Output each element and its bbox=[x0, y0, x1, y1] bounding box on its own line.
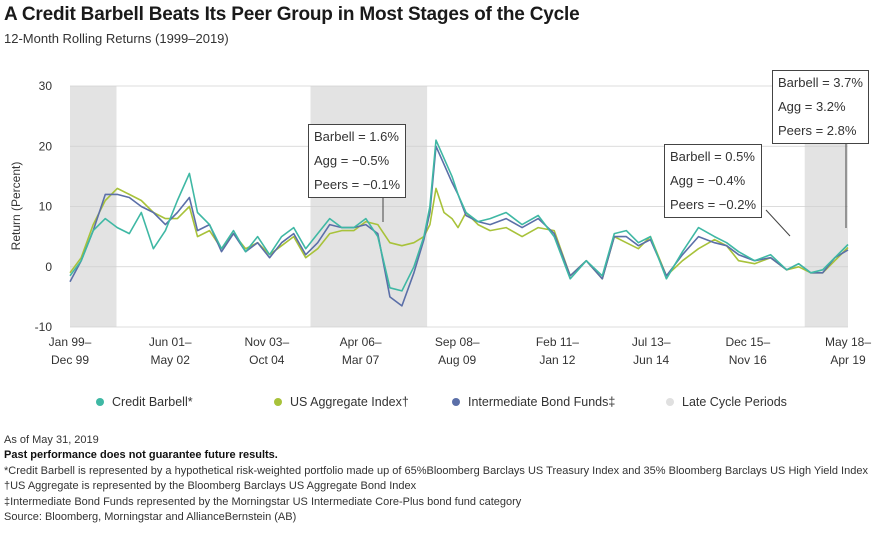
legend-label: US Aggregate Index† bbox=[290, 395, 409, 409]
footnote-aggregate: †US Aggregate is represented by the Bloo… bbox=[4, 480, 417, 493]
y-tick-label: 20 bbox=[39, 139, 53, 153]
footnote-barbell: *Credit Barbell is represented by a hypo… bbox=[4, 464, 868, 477]
footnotes: As of May 31, 2019 Past performance does… bbox=[4, 433, 876, 525]
as-of-date: As of May 31, 2019 bbox=[4, 434, 99, 446]
legend-item-intermediate-bond-funds: Intermediate Bond Funds‡ bbox=[452, 395, 615, 409]
legend-swatch bbox=[274, 398, 282, 406]
chart-legend: Credit Barbell* US Aggregate Index† Inte… bbox=[96, 395, 816, 413]
annotation-agg: Agg = −0.5% bbox=[314, 153, 390, 168]
x-tick-label: Jul 13– bbox=[632, 335, 671, 349]
annotation-box-2019: Barbell = 3.7% Agg = 3.2% Peers = 2.8% bbox=[772, 70, 869, 144]
x-tick-label: Dec 15– bbox=[725, 335, 770, 349]
annotation-peers: Peers = 2.8% bbox=[778, 123, 857, 138]
x-tick-label: Apr 19 bbox=[830, 353, 866, 367]
x-tick-label: Dec 99 bbox=[51, 353, 89, 367]
footnote-funds: ‡Intermediate Bond Funds represented by … bbox=[4, 495, 522, 508]
series-line-credit-barbell bbox=[69, 139, 849, 292]
annotation-box-2016: Barbell = 0.5% Agg = −0.4% Peers = −0.2% bbox=[664, 144, 762, 218]
annotation-peers: Peers = −0.2% bbox=[670, 197, 756, 212]
x-tick-label: Nov 16 bbox=[729, 353, 767, 367]
x-tick-label: Aug 09 bbox=[438, 353, 476, 367]
x-tick-label: Apr 06– bbox=[340, 335, 382, 349]
annotation-leaders bbox=[382, 140, 847, 237]
x-tick-label: Jun 01– bbox=[149, 335, 192, 349]
legend-swatch bbox=[666, 398, 674, 406]
annotation-barbell: Barbell = 0.5% bbox=[670, 149, 755, 164]
x-tick-label: May 18– bbox=[825, 335, 871, 349]
y-axis-title: Return (Percent) bbox=[9, 162, 23, 251]
legend-label: Late Cycle Periods bbox=[682, 395, 787, 409]
series-line-us-aggregate-index bbox=[69, 187, 849, 280]
annotation-barbell: Barbell = 3.7% bbox=[778, 75, 863, 90]
x-tick-label: Mar 07 bbox=[342, 353, 380, 367]
legend-item-late-cycle: Late Cycle Periods bbox=[666, 395, 787, 409]
y-tick-label: 10 bbox=[39, 200, 53, 214]
legend-label: Intermediate Bond Funds‡ bbox=[468, 395, 616, 409]
y-tick-label: -10 bbox=[35, 320, 53, 334]
x-tick-label: Oct 04 bbox=[249, 353, 285, 367]
annotation-agg: Agg = 3.2% bbox=[778, 99, 846, 114]
x-tick-label: May 02 bbox=[151, 353, 191, 367]
x-tick-labels: Jan 99– Dec 99 Jun 01– May 02 Nov 03– Oct 04 A… bbox=[49, 335, 872, 367]
y-tick-labels: -10 0 10 20 30 bbox=[35, 79, 53, 334]
line-chart: -10 0 10 20 30 Jan 99– Dec 99 Jun 01– May 02 Nov… bbox=[9, 79, 872, 367]
annotation-peers: Peers = −0.1% bbox=[314, 177, 400, 192]
annotation-leader bbox=[765, 209, 791, 237]
x-tick-label: Jan 12 bbox=[539, 353, 575, 367]
x-tick-label: Feb 11– bbox=[536, 335, 579, 349]
legend-item-credit-barbell: Credit Barbell* bbox=[96, 395, 193, 409]
y-tick-label: 0 bbox=[45, 260, 52, 274]
legend-swatch bbox=[452, 398, 460, 406]
legend-swatch bbox=[96, 398, 104, 406]
x-tick-label: Nov 03– bbox=[244, 335, 289, 349]
disclaimer: Past performance does not guarantee futu… bbox=[4, 449, 278, 462]
page-title: A Credit Barbell Beats Its Peer Group in… bbox=[4, 4, 580, 25]
x-tick-label: Jun 14 bbox=[633, 353, 669, 367]
annotation-box-2007: Barbell = 1.6% Agg = −0.5% Peers = −0.1% bbox=[308, 124, 406, 198]
annotation-barbell: Barbell = 1.6% bbox=[314, 129, 399, 144]
x-tick-label: Jan 99– bbox=[49, 335, 92, 349]
x-tick-label: Sep 08– bbox=[435, 335, 480, 349]
legend-item-us-aggregate: US Aggregate Index† bbox=[274, 395, 409, 409]
page-subtitle: 12-Month Rolling Returns (1999–2019) bbox=[4, 31, 229, 46]
annotation-agg: Agg = −0.4% bbox=[670, 173, 746, 188]
series-lines bbox=[69, 139, 849, 307]
source-line: Source: Bloomberg, Morningstar and Allia… bbox=[4, 511, 297, 524]
y-tick-label: 30 bbox=[39, 79, 53, 93]
legend-label: Credit Barbell* bbox=[112, 395, 193, 409]
